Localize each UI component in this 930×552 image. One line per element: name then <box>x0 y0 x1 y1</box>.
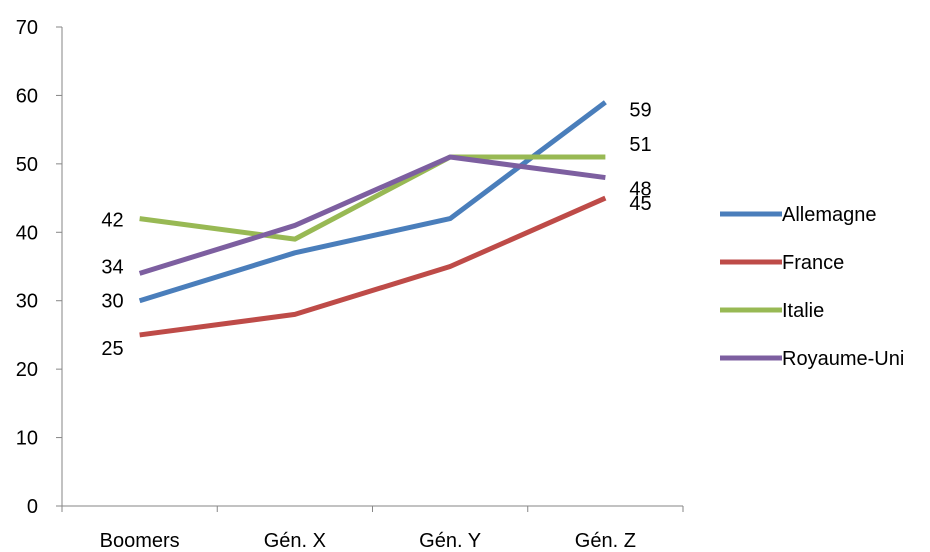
series-line-france <box>139 195 607 338</box>
legend-label: France <box>782 252 844 274</box>
y-tick-label: 30 <box>16 291 38 313</box>
data-label-france: 25 <box>101 338 123 360</box>
y-tick-label: 40 <box>16 222 38 244</box>
y-tick-label: 50 <box>16 154 38 176</box>
data-label-royaume-uni: 48 <box>629 179 651 201</box>
series-line-italie <box>139 154 606 242</box>
data-label-royaume-uni: 34 <box>101 256 123 278</box>
data-label-italie: 51 <box>629 134 651 156</box>
legend-label: Allemagne <box>782 204 877 226</box>
data-label-allemagne: 59 <box>629 99 651 121</box>
series-lines <box>138 100 607 338</box>
x-tick-label: Gén. X <box>264 530 326 552</box>
y-tick-label: 0 <box>27 496 38 518</box>
x-tick-label: Gén. Y <box>419 530 481 552</box>
axes: 0 10 20 30 40 50 60 70 Boomers Gén. X Gén. Y Gén. Z <box>16 17 684 552</box>
y-tick-label: 60 <box>16 85 38 107</box>
data-label-france: 45 <box>629 193 651 215</box>
y-tick-label: 10 <box>16 428 38 450</box>
data-label-italie: 42 <box>101 210 123 232</box>
x-tick-label: Boomers <box>100 530 180 552</box>
legend-label: Royaume-Uni <box>782 348 904 370</box>
y-tick-label: 70 <box>16 17 38 39</box>
data-labels: 30 59 25 45 42 51 34 48 <box>101 99 651 360</box>
data-label-allemagne: 30 <box>101 291 123 313</box>
legend-label: Italie <box>782 300 824 322</box>
series-line-allemagne <box>138 100 607 304</box>
x-tick-label: Gén. Z <box>575 530 636 552</box>
y-tick-label: 20 <box>16 359 38 381</box>
legend: Allemagne France Italie Royaume-Uni <box>720 204 904 370</box>
series-line-royaume-uni <box>138 154 606 276</box>
